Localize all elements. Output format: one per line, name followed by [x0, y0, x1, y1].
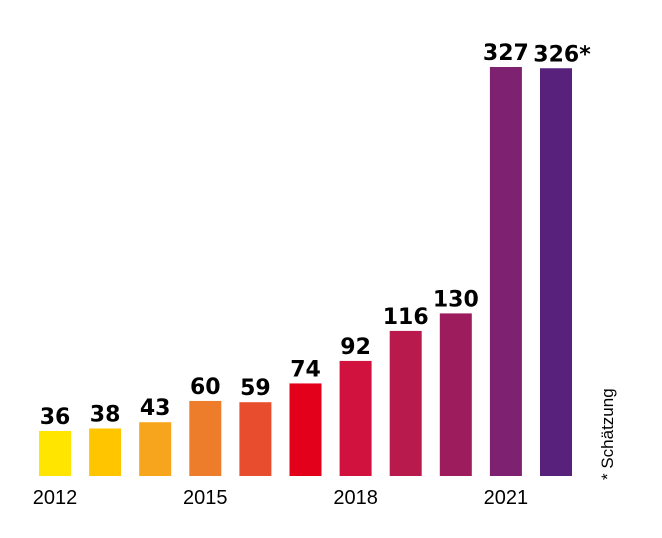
data-label-2020: 130	[433, 287, 479, 312]
data-label-2015: 60	[190, 375, 221, 400]
bar-2019	[389, 330, 422, 476]
estimate-footnote: * Schätzung	[598, 388, 617, 480]
data-label-2022: 326*	[533, 42, 591, 67]
bar-2014	[139, 422, 172, 476]
data-label-2018: 92	[340, 335, 371, 360]
x-tick-label-2018: 2018	[333, 487, 378, 509]
data-label-2021: 327	[483, 41, 529, 66]
x-tick-label-2021: 2021	[484, 487, 529, 509]
bar-2016	[239, 402, 272, 476]
data-label-2013: 38	[90, 402, 121, 427]
bar-2020	[439, 313, 472, 476]
x-tick-label-2012: 2012	[33, 487, 78, 509]
x-tick-label-2015: 2015	[183, 487, 228, 509]
data-label-2019: 116	[383, 305, 429, 330]
data-label-2017: 74	[290, 357, 321, 382]
bar-2013	[89, 428, 122, 476]
data-label-2012: 36	[40, 405, 71, 430]
bar-2017	[289, 383, 322, 476]
bar-2021	[489, 67, 522, 476]
bar-2018	[339, 360, 372, 476]
bar-2012	[39, 430, 71, 476]
data-label-2016: 59	[240, 376, 271, 401]
data-label-2014: 43	[140, 396, 171, 421]
bar-2022	[540, 68, 572, 476]
bar-2015	[189, 400, 222, 476]
